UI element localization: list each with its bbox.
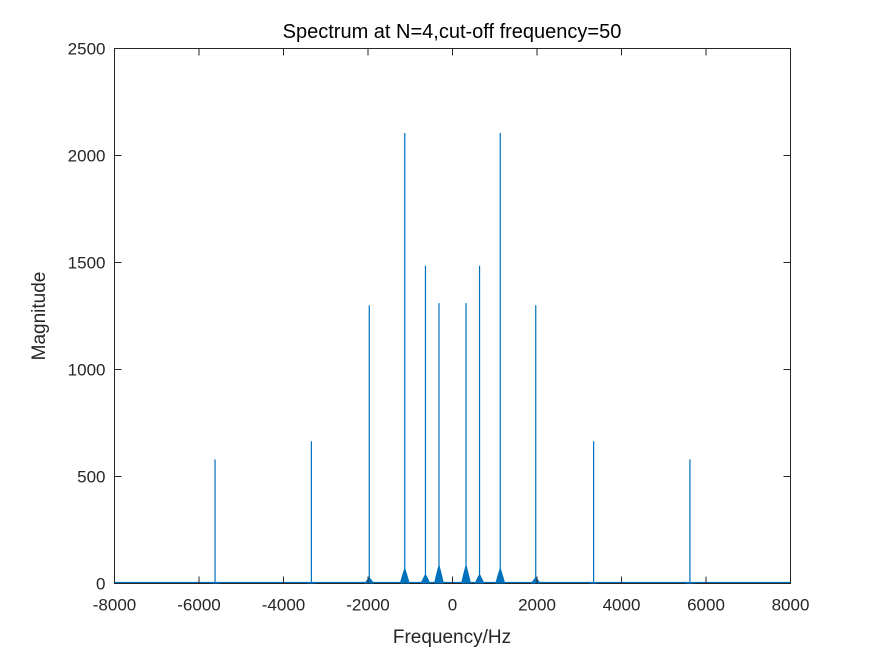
y-tick-label: 500 bbox=[77, 468, 105, 487]
x-tick-label: -4000 bbox=[262, 596, 305, 615]
y-axis-ticks: 0 500 1000 1500 2000 2500 bbox=[68, 40, 791, 594]
axes-box bbox=[114, 48, 791, 584]
x-axis-ticks: -8000 -6000 -4000 -2000 0 2000 4000 6000 8000 bbox=[93, 48, 810, 615]
x-tick-label: -6000 bbox=[177, 596, 220, 615]
y-tick-label: 2000 bbox=[68, 147, 106, 166]
x-tick-label: -2000 bbox=[346, 596, 389, 615]
x-tick-label: 4000 bbox=[603, 596, 641, 615]
y-axis-label: Magnitude bbox=[29, 272, 50, 361]
y-tick-label: 1500 bbox=[68, 254, 106, 273]
x-tick-label: 6000 bbox=[687, 596, 725, 615]
y-tick-label: 1000 bbox=[68, 361, 106, 380]
x-axis-label: Frequency/Hz bbox=[393, 627, 511, 648]
chart-title: Spectrum at N=4,cut-off frequency=50 bbox=[283, 21, 622, 43]
y-tick-label: 0 bbox=[96, 575, 105, 594]
x-tick-label: 0 bbox=[448, 596, 457, 615]
x-tick-label: 8000 bbox=[772, 596, 810, 615]
x-tick-label: 2000 bbox=[518, 596, 556, 615]
y-tick-label: 2500 bbox=[68, 40, 106, 59]
x-tick-label: -8000 bbox=[93, 596, 136, 615]
